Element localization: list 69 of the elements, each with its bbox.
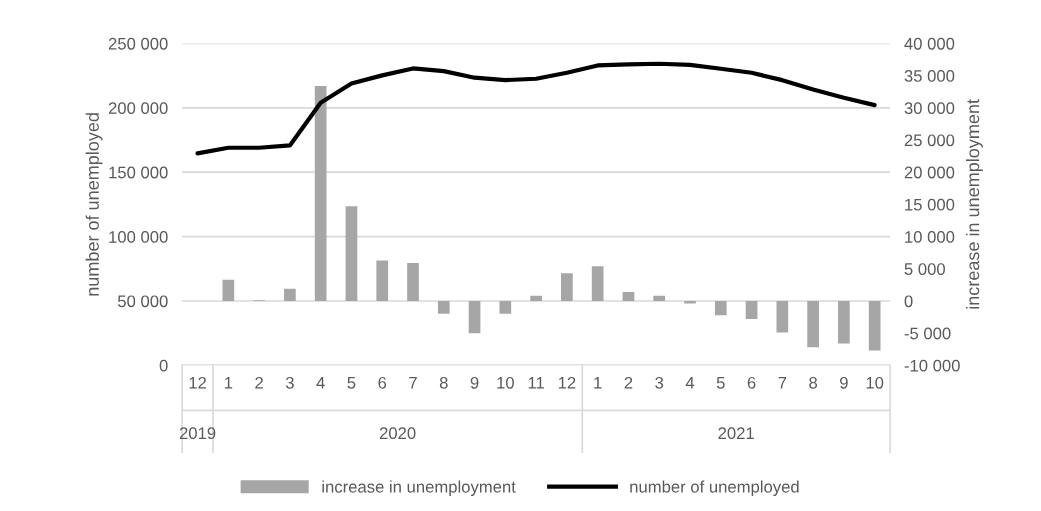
bar <box>561 273 573 301</box>
x-tick-label: 3 <box>655 376 664 389</box>
bar <box>222 279 235 301</box>
x-tick-label: 7 <box>778 377 787 389</box>
legend-label: increase in unemployment <box>322 480 516 496</box>
bar <box>653 295 666 301</box>
text: 2021 <box>718 427 754 440</box>
x-tick-label: 5 <box>347 377 356 389</box>
y-tick-label: 0 <box>159 359 168 372</box>
bar <box>530 295 542 301</box>
legend-label: number of unemployed <box>630 480 799 496</box>
bar <box>314 85 327 301</box>
x-tick-label: 2 <box>255 376 263 389</box>
bar <box>622 291 635 301</box>
x-tick-label: 10 <box>866 376 884 389</box>
bar <box>714 300 727 316</box>
y2-tick-label: 35 000 <box>904 70 955 82</box>
bar <box>868 300 881 351</box>
bar <box>376 260 389 301</box>
x-tick-label: 9 <box>470 376 479 389</box>
y2-axis-title: increase in unemployment <box>966 99 983 309</box>
y-tick-label: 150 000 <box>109 166 168 179</box>
y2-tick-label: 5 000 <box>904 263 945 275</box>
x-tick-label: 8 <box>809 376 818 389</box>
x-tick-label: 6 <box>747 376 756 389</box>
y2-tick-label: -5 000 <box>904 327 951 340</box>
y2-tick-label: 15 000 <box>905 198 955 211</box>
bar <box>468 300 481 334</box>
y-tick-label: 250 000 <box>108 37 168 50</box>
bar <box>776 300 789 333</box>
bar <box>745 300 758 320</box>
y2-tick-label: 40 000 <box>904 37 955 50</box>
y2-tick-label: 20 000 <box>904 166 955 179</box>
y2-tick-label: 25 000 <box>904 134 955 147</box>
text: 2020 <box>379 427 416 440</box>
bar <box>807 300 819 348</box>
text: 2019 <box>179 427 216 440</box>
x-tick-label: 8 <box>439 376 448 389</box>
bar <box>437 300 450 314</box>
x-tick-label: 5 <box>716 377 725 389</box>
y-tick-label: 50 000 <box>117 295 168 308</box>
x-tick-label: 1 <box>594 377 602 389</box>
x-tick-label: 12 <box>558 376 576 389</box>
x-tick-label: 6 <box>378 376 387 389</box>
bar <box>591 266 604 301</box>
y2-tick-label: 0 <box>904 295 913 308</box>
x-tick-label: 4 <box>685 377 695 389</box>
bar <box>284 288 296 301</box>
y-tick-label: 100 000 <box>109 230 168 243</box>
x-tick-label: 9 <box>840 376 848 389</box>
x-tick-label: 4 <box>316 377 325 389</box>
x-tick-label: 2 <box>624 376 633 389</box>
x-tick-label: 11 <box>528 377 544 389</box>
x-tick-label: 7 <box>409 377 417 389</box>
bar <box>838 300 850 344</box>
x-tick-label: 1 <box>224 377 233 389</box>
bar <box>684 300 696 304</box>
y2-tick-label: 30 000 <box>904 102 955 115</box>
y-tick-label: 200 000 <box>108 102 168 115</box>
x-tick-label: 10 <box>497 376 514 389</box>
bar <box>407 262 419 301</box>
y-axis-title: number of unemployed <box>85 113 103 296</box>
x-tick-label: 3 <box>285 376 294 389</box>
x-tick-label: 12 <box>189 376 206 389</box>
y2-tick-label: 10 000 <box>905 230 955 243</box>
bar <box>345 206 358 301</box>
bar <box>499 300 512 314</box>
line-series <box>195 61 877 156</box>
y2-tick-label: -10 000 <box>904 359 960 372</box>
